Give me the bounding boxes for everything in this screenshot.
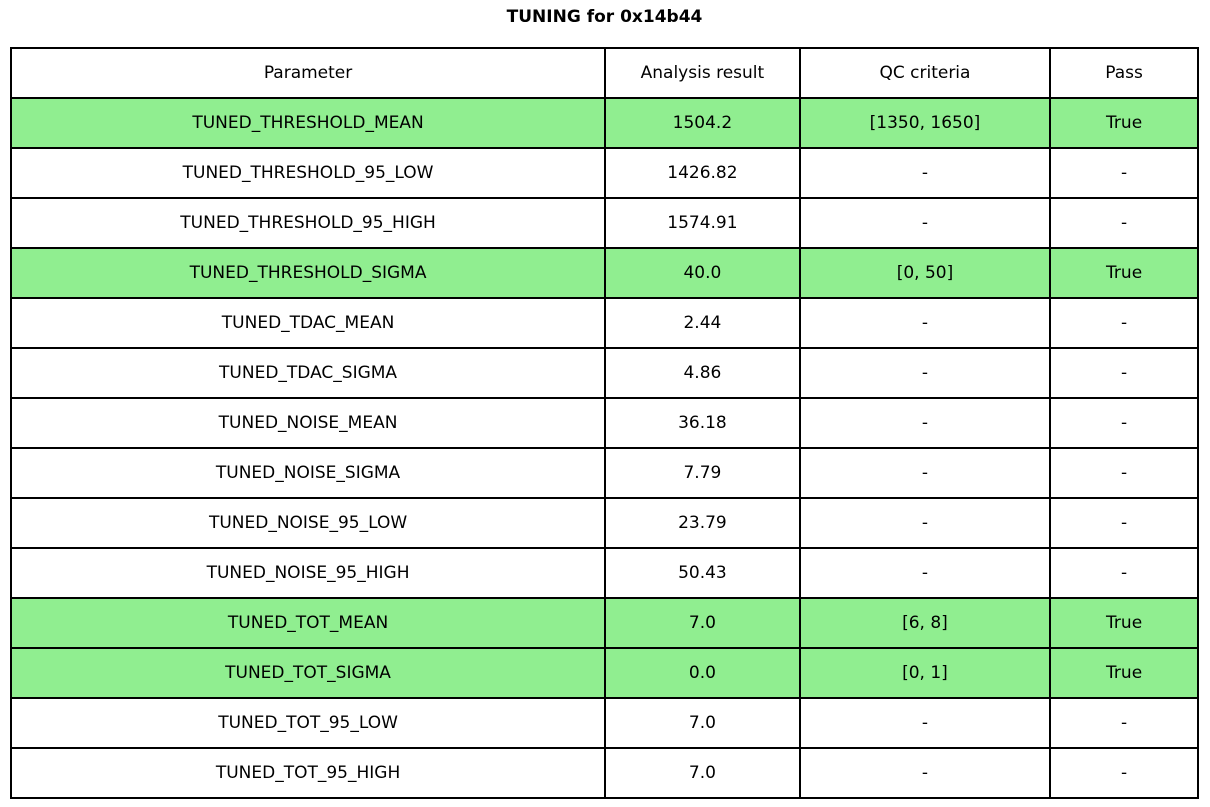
cell-parameter: TUNED_TOT_SIGMA [9,647,607,699]
cell-analysis-result: 7.79 [604,447,801,499]
cell-pass: - [1049,547,1199,599]
cell-pass: - [1049,447,1199,499]
cell-analysis-result: 1426.82 [604,147,801,199]
cell-pass: True [1049,647,1199,699]
page-title: TUNING for 0x14b44 [506,7,703,27]
cell-pass: - [1049,347,1199,399]
cell-analysis-result: 50.43 [604,547,801,599]
cell-qc-criteria: - [798,697,1052,749]
cell-parameter: TUNED_THRESHOLD_SIGMA [9,247,607,299]
cell-qc-criteria: [1350, 1650] [798,97,1052,149]
cell-analysis-result: 4.86 [604,347,801,399]
table-body: TUNED_THRESHOLD_MEAN 1504.2 [1350, 1650] Tr… [9,97,1199,799]
cell-parameter: TUNED_TOT_95_HIGH [9,747,607,799]
cell-analysis-result: 2.44 [604,297,801,349]
column-header-analysis-result: Analysis result [604,47,801,99]
table-row: TUNED_TOT_95_LOW 7.0- - [9,697,1199,749]
table-row: TUNED_TOT_SIGMA 0.0 [0, 1] True [9,647,1199,699]
table-row: TUNED_THRESHOLD_SIGMA 40.0 [0, 50] True [9,247,1199,299]
cell-parameter: TUNED_TDAC_MEAN [9,297,607,349]
cell-qc-criteria: - [798,197,1052,249]
table-row: TUNED_NOISE_95_HIGH 50.43- - [9,547,1199,599]
cell-analysis-result: 7.0 [604,697,801,749]
cell-pass: - [1049,697,1199,749]
cell-analysis-result: 0.0 [604,647,801,699]
cell-pass: True [1049,97,1199,149]
tuning-qc-table: Parameter Analysis result QC criteria Pa… [9,47,1199,799]
table-row: TUNED_THRESHOLD_MEAN 1504.2 [1350, 1650] Tr… [9,97,1199,149]
cell-analysis-result: 7.0 [604,747,801,799]
cell-qc-criteria: - [798,547,1052,599]
cell-analysis-result: 23.79 [604,497,801,549]
table-row: TUNED_TDAC_MEAN 2.44- - [9,297,1199,349]
cell-parameter: TUNED_THRESHOLD_95_LOW [9,147,607,199]
cell-analysis-result: 1574.91 [604,197,801,249]
cell-pass: True [1049,597,1199,649]
table-row: TUNED_NOISE_MEAN 36.18- - [9,397,1199,449]
cell-pass: - [1049,147,1199,199]
table-row: TUNED_NOISE_95_LOW 23.79- - [9,497,1199,549]
table-row: TUNED_THRESHOLD_95_LOW 1426.82- - [9,147,1199,199]
cell-pass: True [1049,247,1199,299]
cell-parameter: TUNED_NOISE_SIGMA [9,447,607,499]
cell-parameter: TUNED_TOT_95_LOW [9,697,607,749]
cell-qc-criteria: - [798,747,1052,799]
column-header-pass: Pass [1049,47,1199,99]
cell-parameter: TUNED_NOISE_MEAN [9,397,607,449]
cell-qc-criteria: [6, 8] [798,597,1052,649]
cell-pass: - [1049,747,1199,799]
cell-qc-criteria: - [798,147,1052,199]
cell-qc-criteria: - [798,497,1052,549]
cell-parameter: TUNED_THRESHOLD_MEAN [9,97,607,149]
column-header-parameter: Parameter [9,47,607,99]
column-header-qc-criteria: QC criteria [798,47,1052,99]
cell-analysis-result: 36.18 [604,397,801,449]
cell-parameter: TUNED_TDAC_SIGMA [9,347,607,399]
cell-pass: - [1049,297,1199,349]
cell-parameter: TUNED_NOISE_95_LOW [9,497,607,549]
cell-analysis-result: 7.0 [604,597,801,649]
table-row: TUNED_TOT_95_HIGH 7.0- - [9,747,1199,799]
cell-qc-criteria: - [798,447,1052,499]
cell-parameter: TUNED_THRESHOLD_95_HIGH [9,197,607,249]
cell-analysis-result: 1504.2 [604,97,801,149]
cell-parameter: TUNED_NOISE_95_HIGH [9,547,607,599]
header-row: Parameter Analysis result QC criteria Pa… [9,47,1199,99]
cell-qc-criteria: [0, 1] [798,647,1052,699]
cell-pass: - [1049,197,1199,249]
cell-pass: - [1049,397,1199,449]
cell-parameter: TUNED_TOT_MEAN [9,597,607,649]
table-row: TUNED_TDAC_SIGMA 4.86- - [9,347,1199,399]
cell-pass: - [1049,497,1199,549]
cell-qc-criteria: - [798,347,1052,399]
table-row: TUNED_TOT_MEAN 7.0 [6, 8] True [9,597,1199,649]
cell-qc-criteria: - [798,297,1052,349]
cell-analysis-result: 40.0 [604,247,801,299]
table-row: TUNED_NOISE_SIGMA 7.79- - [9,447,1199,499]
cell-qc-criteria: - [798,397,1052,449]
table-header: Parameter Analysis result QC criteria Pa… [9,47,1199,99]
cell-qc-criteria: [0, 50] [798,247,1052,299]
table-row: TUNED_THRESHOLD_95_HIGH 1574.91- - [9,197,1199,249]
